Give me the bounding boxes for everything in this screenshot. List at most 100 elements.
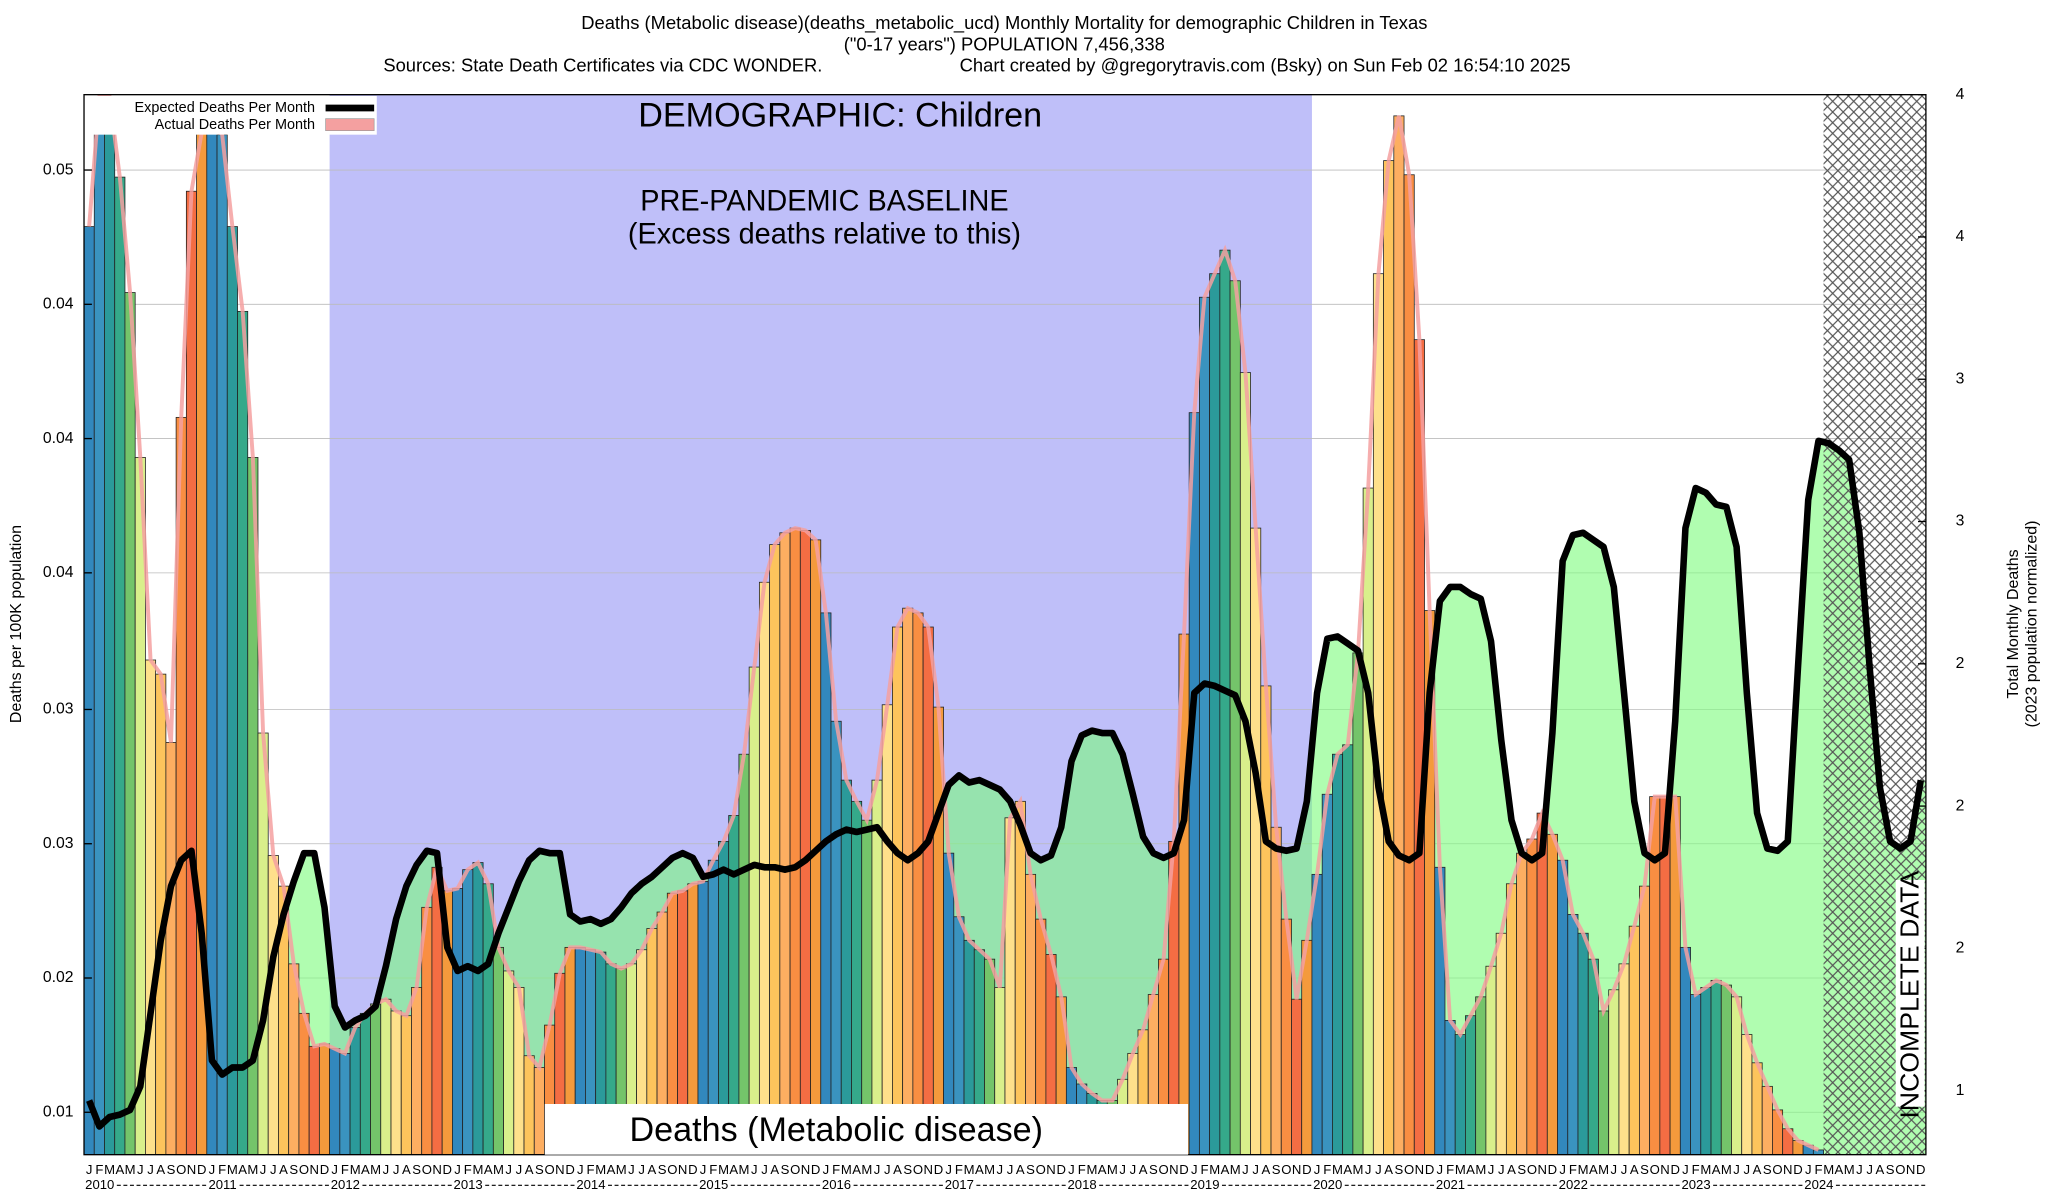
x-month-label: J [997, 1162, 1004, 1177]
x-month-label: A [115, 1162, 124, 1177]
x-month-label: N [310, 1162, 319, 1177]
bar [400, 1015, 412, 1155]
bar [93, 96, 105, 1155]
bar [1239, 372, 1251, 1155]
x-month-label: D [1179, 1162, 1188, 1177]
bar [533, 1067, 545, 1155]
bar [1690, 994, 1702, 1155]
bar [1342, 744, 1354, 1155]
x-month-label: N [432, 1162, 441, 1177]
x-month-label: J [628, 1162, 635, 1177]
x-month-label: J [383, 1162, 390, 1177]
chart-credit: Chart created by @gregorytravis.com (Bsk… [960, 54, 1571, 75]
x-month-label: N [1169, 1162, 1178, 1177]
x-year-label: 2010 [85, 1177, 114, 1192]
y-tick-label: 0.04 [43, 295, 74, 312]
x-month-label: S [167, 1162, 176, 1177]
x-month-label: S [412, 1162, 421, 1177]
bar [185, 190, 197, 1155]
bar [902, 607, 914, 1155]
overlay: 0.01 0.02 0.03 0.03 0.04 0.04 0.04 0.05 1 2 2 2 3 3 4 4… [8, 86, 2040, 1192]
x-month-label: M [370, 1162, 381, 1177]
bar [503, 970, 515, 1155]
x-year-label: 2015 [699, 1177, 728, 1192]
x-month-label: N [1046, 1162, 1055, 1177]
x-month-label: J [1365, 1162, 1372, 1177]
x-month-label: O [422, 1162, 432, 1177]
x-month-label: A [852, 1162, 861, 1177]
x-month-label: S [1395, 1162, 1404, 1177]
x-year-label: 2020 [1313, 1177, 1342, 1192]
x-month-label: J [1242, 1162, 1249, 1177]
x-month-label: S [1763, 1162, 1772, 1177]
x-month-label: A [1262, 1162, 1271, 1177]
x-month-label: J [1866, 1162, 1873, 1177]
x-month-label: A [1835, 1162, 1844, 1177]
y-tick-label: 0.04 [43, 430, 74, 447]
bar [523, 1055, 535, 1155]
x-month-label: J [1682, 1162, 1689, 1177]
x-month-label: O [1895, 1162, 1905, 1177]
x-month-label: S [781, 1162, 790, 1177]
x-month-label: F [1814, 1162, 1822, 1177]
x-month-label: J [1314, 1162, 1321, 1177]
x-month-label: D [197, 1162, 206, 1177]
bar [1608, 989, 1620, 1155]
bar [728, 815, 740, 1155]
x-month-label: S [1886, 1162, 1895, 1177]
bar [1536, 812, 1548, 1155]
x-month-label: M [739, 1162, 750, 1177]
bar [779, 532, 791, 1155]
bar [1751, 1062, 1763, 1155]
x-month-label: J [1252, 1162, 1259, 1177]
y-tick-label: 0.01 [43, 1103, 74, 1120]
y-tick-label: 0.04 [43, 564, 74, 581]
x-month-label: F [1692, 1162, 1700, 1177]
x-month-label: J [516, 1162, 523, 1177]
x-year-label: 2021 [1436, 1177, 1465, 1192]
x-month-label: N [555, 1162, 564, 1177]
bar [1291, 998, 1303, 1155]
x-month-label: F [587, 1162, 595, 1177]
bar [1700, 987, 1712, 1155]
x-month-label: J [823, 1162, 830, 1177]
y-axis-label: Deaths per 100K population [8, 525, 25, 723]
x-month-label: A [1384, 1162, 1393, 1177]
x-month-label: F [464, 1162, 472, 1177]
bar [840, 779, 852, 1155]
x-month-label: S [1517, 1162, 1526, 1177]
x-month-label: M [1578, 1162, 1589, 1177]
bar [892, 626, 904, 1155]
x-month-label: D [1425, 1162, 1434, 1177]
x-month-label: A [1507, 1162, 1516, 1177]
annotation: (Excess deaths relative to this) [628, 219, 1021, 251]
x-month-label: A [893, 1162, 902, 1177]
x-month-label: M [104, 1162, 115, 1177]
y-tick-label: 0.03 [43, 701, 74, 718]
x-month-label: M [1209, 1162, 1220, 1177]
x-month-label: A [607, 1162, 616, 1177]
x-year-label: 2017 [945, 1177, 974, 1192]
x-month-label: F [955, 1162, 963, 1177]
x-month-label: N [678, 1162, 687, 1177]
bar [1454, 1034, 1466, 1155]
x-month-label: M [1107, 1162, 1118, 1177]
expected-line [86, 437, 1925, 1130]
x-year-label: 2024 [1804, 1177, 1833, 1192]
x-month-label: J [270, 1162, 277, 1177]
x-month-label: O [299, 1162, 309, 1177]
x-month-label: M [1332, 1162, 1343, 1177]
x-month-label: M [964, 1162, 975, 1177]
bar [1567, 913, 1579, 1155]
legend-label: Expected Deaths Per Month [135, 100, 316, 116]
y2-tick-label: 1 [1956, 1082, 1965, 1099]
bar [267, 855, 279, 1155]
x-month-label: J [638, 1162, 645, 1177]
x-month-label: A [1589, 1162, 1598, 1177]
bar [165, 742, 177, 1155]
y2-tick-label: 3 [1956, 513, 1965, 530]
x-month-label: J [1621, 1162, 1628, 1177]
y-tick-label: 0.02 [43, 969, 74, 986]
bar [339, 1052, 351, 1155]
